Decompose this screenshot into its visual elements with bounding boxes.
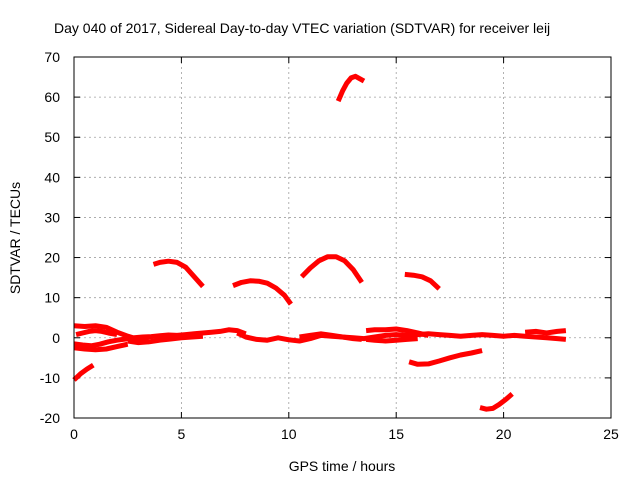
- series-arc-02: [73, 323, 150, 345]
- series-arc-18: [479, 392, 514, 412]
- series-arc-16: [404, 271, 441, 291]
- x-tick-label: 25: [603, 426, 619, 442]
- y-tick-label: 50: [44, 129, 60, 145]
- series-layer: [72, 73, 567, 412]
- series-arc-12: [152, 258, 205, 289]
- x-tick-label: 10: [281, 426, 297, 442]
- y-tick-label: 20: [44, 250, 60, 266]
- y-tick-label: 70: [44, 49, 60, 65]
- series-arc-13: [232, 278, 293, 306]
- grid-layer: [74, 57, 611, 418]
- y-tick-label: 60: [44, 89, 60, 105]
- series-arc-15: [335, 73, 366, 103]
- y-tick-label: 0: [52, 330, 60, 346]
- series-arc-08: [365, 326, 429, 338]
- series-arc-10: [524, 328, 567, 336]
- y-tick-label: -10: [40, 370, 60, 386]
- series-arc-14: [299, 254, 364, 284]
- series-arc-05: [127, 333, 204, 346]
- x-tick-label: 5: [178, 426, 186, 442]
- chart-title: Day 040 of 2017, Sidereal Day-to-day VTE…: [54, 20, 550, 36]
- series-arc-04: [75, 328, 118, 338]
- ticks-layer: 0 5 10 15 20 25 -20 -10 0 10 20 30 40 50 60 70: [40, 49, 619, 442]
- series-arc-07: [299, 331, 567, 342]
- series-arc-17: [408, 348, 483, 367]
- y-tick-label: 30: [44, 209, 60, 225]
- series-arc-01: [73, 327, 247, 349]
- y-tick-label: 10: [44, 290, 60, 306]
- x-tick-label: 20: [496, 426, 512, 442]
- x-axis-label: GPS time / hours: [289, 458, 396, 474]
- series-arc-11: [72, 362, 95, 382]
- x-tick-label: 15: [388, 426, 404, 442]
- series-arc-09: [365, 336, 418, 344]
- series-arc-03: [73, 341, 129, 353]
- y-axis-label: SDTVAR / TECUs: [7, 182, 23, 294]
- y-tick-label: 40: [44, 169, 60, 185]
- x-tick-label: 0: [70, 426, 78, 442]
- plot-frame: [73, 56, 612, 419]
- y-tick-label: -20: [40, 410, 60, 426]
